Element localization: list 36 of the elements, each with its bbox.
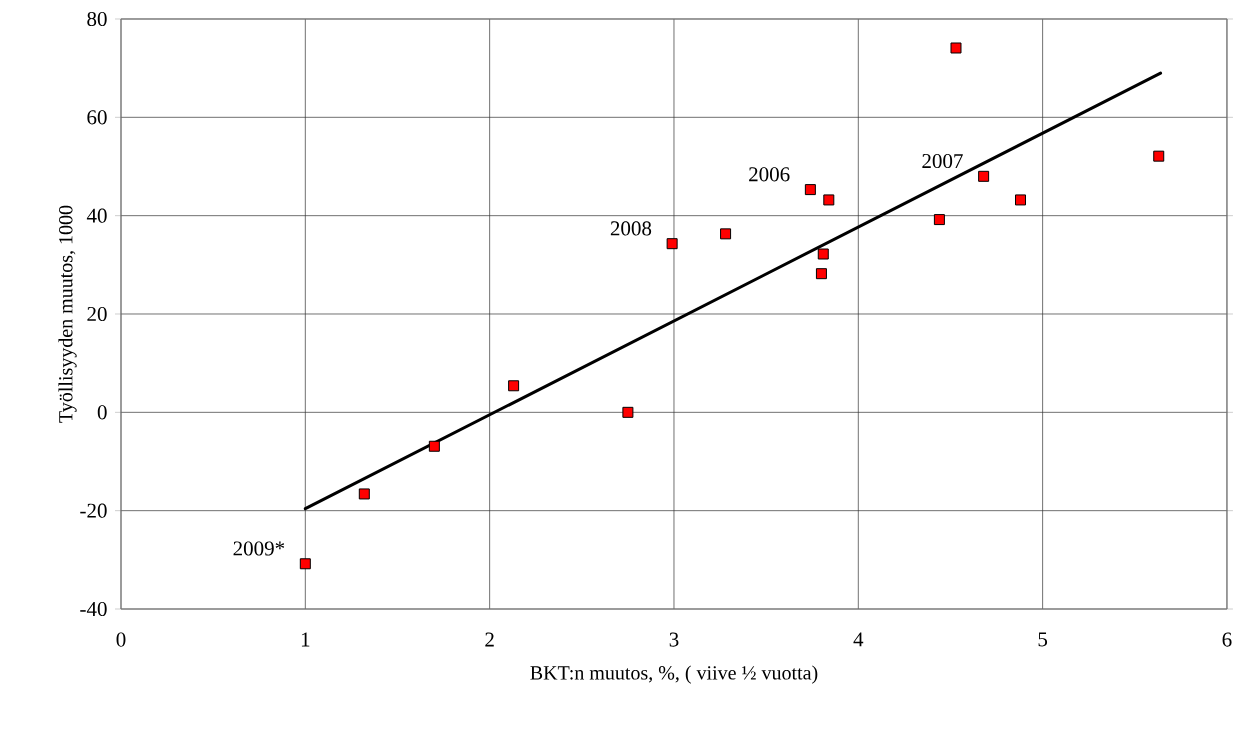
annotation: 2007 (922, 153, 963, 169)
annotation: 2008 (610, 221, 652, 236)
annotation: 2006 (749, 167, 790, 182)
point (804, 184, 816, 196)
point (666, 238, 678, 250)
y-tick-label: 0 (97, 405, 107, 420)
y-tick-label: 20 (87, 306, 107, 322)
x-tick-label: 4 (853, 632, 864, 647)
x-tick-label: 5 (1038, 632, 1048, 647)
point (950, 42, 962, 54)
point (622, 406, 634, 418)
x-tick-label: 3 (669, 632, 679, 647)
point (720, 228, 732, 240)
point (508, 380, 520, 392)
y-axis-title: Työllisyyden muutos, 1000 (58, 205, 77, 423)
y-tick-label: -20 (80, 503, 107, 518)
x-axis-title: BKT:n muutos, %, ( viive ½ vuotta) (530, 665, 818, 684)
point (1015, 194, 1026, 206)
y-tick-label: -40 (80, 601, 107, 617)
x-tick-label: 2 (485, 632, 494, 647)
y-tick-label: 40 (86, 208, 107, 223)
x-tick-label: 1 (301, 632, 310, 647)
point (358, 488, 370, 500)
y-tick-label: 60 (87, 110, 107, 125)
point (823, 194, 835, 206)
point (1153, 150, 1165, 162)
annotation: 2009* (233, 541, 285, 556)
point (428, 440, 440, 452)
point (817, 248, 829, 260)
point (933, 214, 945, 226)
point (978, 170, 990, 182)
point (299, 558, 311, 570)
x-tick-label: 6 (1222, 632, 1232, 647)
point (815, 268, 827, 280)
y-tick-label: 80 (87, 11, 107, 27)
x-tick-label: 0 (116, 632, 126, 647)
